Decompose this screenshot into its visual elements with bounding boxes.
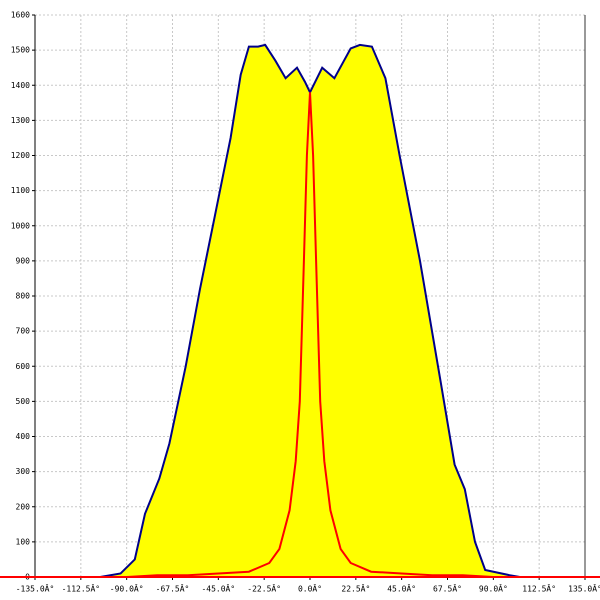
x-tick-label: 45.0Â° (387, 583, 416, 594)
x-tick-label: 90.0Â° (479, 583, 508, 594)
x-tick-label: -112.5Â° (62, 583, 101, 594)
y-tick-label: 600 (16, 362, 31, 371)
y-tick-label: 1100 (11, 186, 30, 195)
area (100, 44, 520, 577)
line (35, 92, 585, 578)
x-tick-label: -67.5Â° (156, 583, 190, 594)
y-tick-label: 1500 (11, 46, 30, 55)
y-tick-label: 700 (16, 327, 31, 336)
y-tick-label: 1300 (11, 116, 30, 125)
y-tick-label: 400 (16, 432, 31, 441)
area-outline (100, 43, 520, 578)
x-tick-label: -22.5Â° (247, 583, 281, 594)
x-tick-label: -135.0Â° (16, 583, 55, 594)
y-tick-label: 1400 (11, 81, 30, 90)
y-tick-label: 800 (16, 292, 31, 301)
x-tick-label: 67.5Â° (433, 583, 462, 594)
x-tick-label: 112.5Â° (522, 583, 556, 594)
x-tick-label: 22.5Â° (341, 583, 370, 594)
y-tick-label: 500 (16, 397, 31, 406)
x-tick-label: 0.0Â° (298, 583, 322, 594)
y-tick-label: 1600 (11, 11, 30, 20)
x-tick-label: -90.0Â° (110, 583, 144, 594)
y-tick-label: 200 (16, 502, 31, 511)
y-tick-label: 900 (16, 256, 31, 265)
y-tick-label: 300 (16, 467, 31, 476)
x-tick-label: 135.0Â° (568, 583, 600, 594)
y-tick-label: 1200 (11, 151, 30, 160)
y-tick-label: 1000 (11, 221, 30, 230)
y-tick-label: 100 (16, 537, 31, 546)
x-tick-label: -45.0Â° (201, 583, 235, 594)
